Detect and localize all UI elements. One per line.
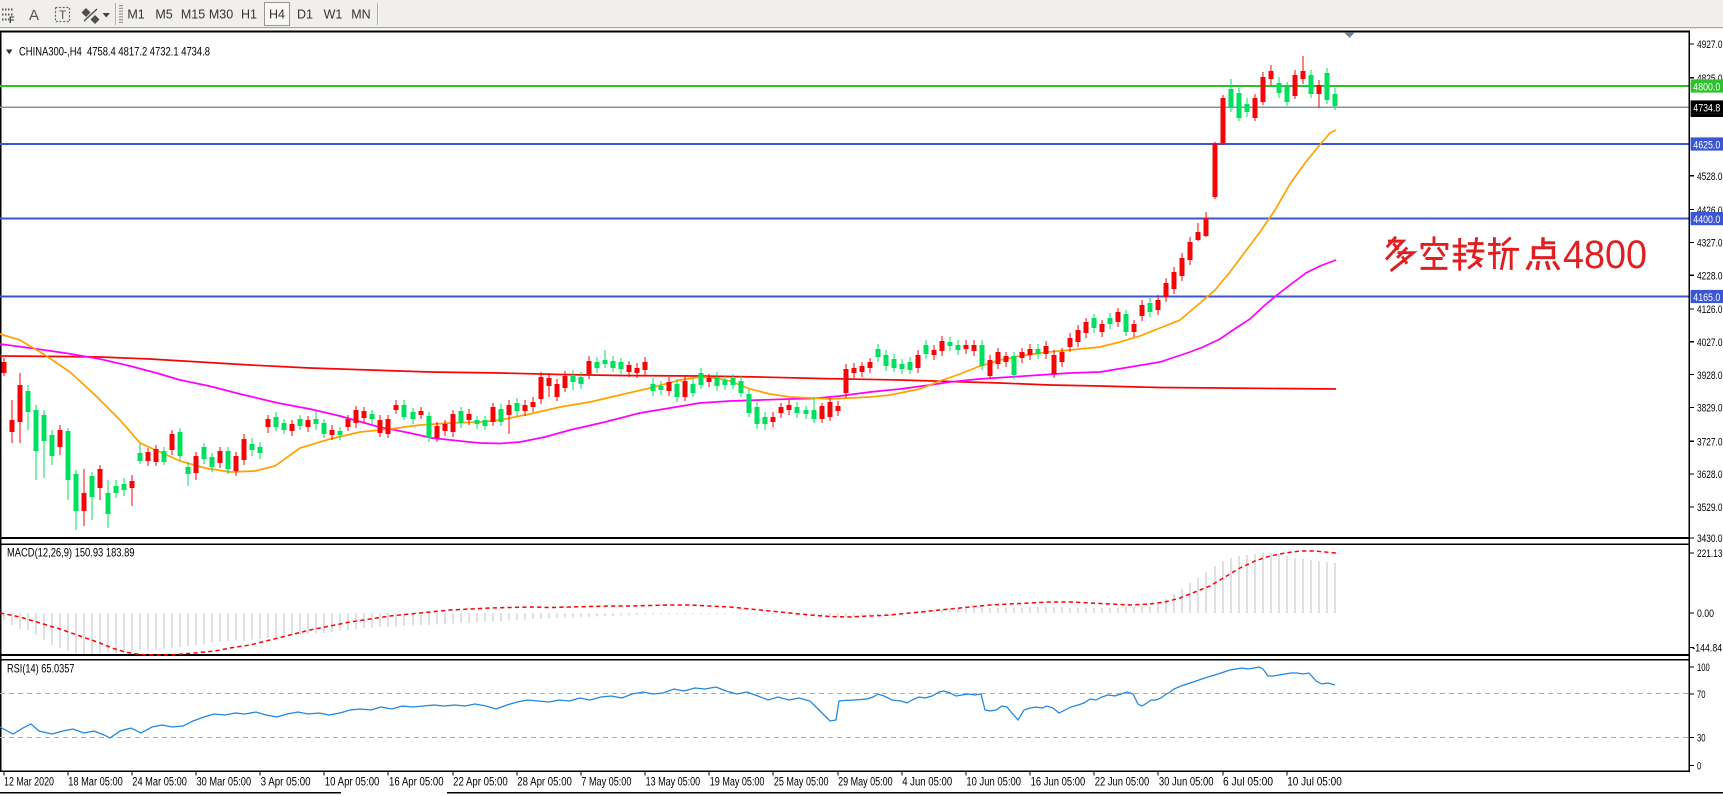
- svg-text:16 Apr 05:00: 16 Apr 05:00: [389, 775, 444, 789]
- svg-text:18 Mar 05:00: 18 Mar 05:00: [68, 775, 123, 789]
- svg-text:MN: MN: [351, 8, 370, 22]
- svg-text:4800: 4800: [1563, 233, 1647, 277]
- svg-text:M1: M1: [127, 8, 144, 22]
- svg-text:25 May 05:00: 25 May 05:00: [774, 775, 829, 789]
- svg-text:4528.0: 4528.0: [1697, 171, 1723, 183]
- svg-text:22 Apr 05:00: 22 Apr 05:00: [453, 775, 508, 789]
- svg-text:M30: M30: [209, 8, 233, 22]
- svg-text:0: 0: [1697, 761, 1701, 773]
- svg-text:4165.0: 4165.0: [1693, 292, 1720, 304]
- svg-text:29 May 05:00: 29 May 05:00: [838, 775, 893, 789]
- svg-text:100: 100: [1697, 662, 1710, 674]
- svg-text:10 Apr 05:00: 10 Apr 05:00: [325, 775, 380, 789]
- svg-text:A: A: [29, 7, 39, 24]
- svg-text:4027.0: 4027.0: [1697, 337, 1723, 349]
- svg-text:4625.0: 4625.0: [1693, 139, 1720, 151]
- svg-text:221.13: 221.13: [1697, 548, 1723, 560]
- svg-text:T: T: [59, 8, 67, 22]
- svg-text:16 Jun 05:00: 16 Jun 05:00: [1031, 775, 1086, 789]
- svg-text:4927.0: 4927.0: [1697, 39, 1723, 51]
- svg-text:4734.8: 4734.8: [1693, 102, 1720, 114]
- svg-text:28 Apr 05:00: 28 Apr 05:00: [517, 775, 572, 789]
- svg-text:0.00: 0.00: [1697, 608, 1714, 620]
- svg-text:MACD(12,26,9) 150.93 183.89: MACD(12,26,9) 150.93 183.89: [7, 546, 135, 560]
- svg-text:10 Jun 05:00: 10 Jun 05:00: [966, 775, 1021, 789]
- svg-text:3928.0: 3928.0: [1697, 370, 1723, 382]
- svg-text:13 May 05:00: 13 May 05:00: [646, 775, 701, 789]
- svg-text:M5: M5: [155, 8, 172, 22]
- svg-text:H1: H1: [241, 8, 257, 22]
- svg-text:3529.0: 3529.0: [1697, 502, 1723, 514]
- svg-text:F: F: [9, 15, 15, 25]
- svg-text:19 May 05:00: 19 May 05:00: [710, 775, 765, 789]
- svg-text:3 Apr 05:00: 3 Apr 05:00: [261, 775, 311, 789]
- svg-text:12 Mar 2020: 12 Mar 2020: [4, 775, 54, 789]
- svg-text:-144.84: -144.84: [1692, 643, 1722, 655]
- svg-text:30 Jun 05:00: 30 Jun 05:00: [1159, 775, 1214, 789]
- svg-text:6 Jul 05:00: 6 Jul 05:00: [1223, 775, 1273, 789]
- svg-text:4228.0: 4228.0: [1697, 270, 1723, 282]
- svg-text:3829.0: 3829.0: [1697, 403, 1723, 415]
- svg-text:4 Jun 05:00: 4 Jun 05:00: [902, 775, 952, 789]
- svg-text:3430.0: 3430.0: [1697, 533, 1723, 545]
- svg-text:4800.0: 4800.0: [1693, 81, 1720, 93]
- svg-text:3727.0: 3727.0: [1697, 436, 1723, 448]
- svg-text:3628.0: 3628.0: [1697, 469, 1723, 481]
- svg-text:30: 30: [1697, 733, 1706, 745]
- svg-text:D1: D1: [297, 8, 313, 22]
- svg-text:W1: W1: [324, 8, 343, 22]
- svg-text:10 Jul 05:00: 10 Jul 05:00: [1287, 775, 1342, 789]
- svg-text:24 Mar 05:00: 24 Mar 05:00: [132, 775, 187, 789]
- svg-text:30 Mar 05:00: 30 Mar 05:00: [197, 775, 252, 789]
- svg-text:RSI(14) 65.0357: RSI(14) 65.0357: [7, 662, 75, 676]
- svg-text:4400.0: 4400.0: [1693, 214, 1720, 226]
- svg-text:7 May 05:00: 7 May 05:00: [581, 775, 631, 789]
- svg-text:M15: M15: [181, 8, 205, 22]
- svg-text:4327.0: 4327.0: [1697, 238, 1723, 250]
- svg-text:22 Jun 05:00: 22 Jun 05:00: [1095, 775, 1150, 789]
- svg-text:4126.0: 4126.0: [1697, 304, 1723, 316]
- svg-text:H4: H4: [269, 8, 285, 22]
- svg-text:CHINA300-,H4 4758.4 4817.2 47: CHINA300-,H4 4758.4 4817.2 4732.1 4734.8: [19, 45, 210, 59]
- svg-text:70: 70: [1697, 689, 1706, 701]
